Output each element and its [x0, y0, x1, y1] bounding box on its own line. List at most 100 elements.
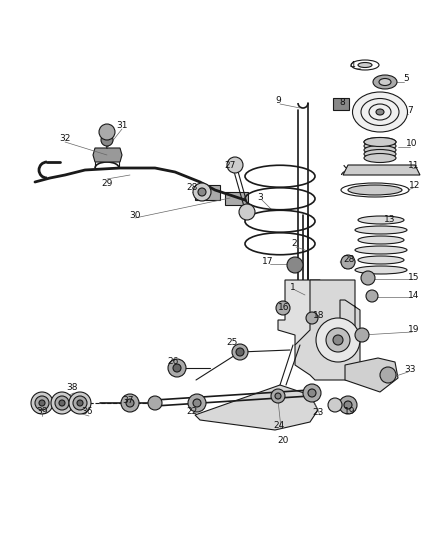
Circle shape [226, 157, 243, 173]
Circle shape [379, 367, 395, 383]
Circle shape [327, 398, 341, 412]
Circle shape [365, 290, 377, 302]
Text: 39: 39 [36, 408, 48, 416]
Text: 9: 9 [275, 95, 280, 104]
Text: 25: 25 [226, 338, 237, 348]
Text: 12: 12 [408, 182, 420, 190]
Text: 23: 23 [311, 408, 323, 417]
Text: 26: 26 [167, 358, 178, 367]
Text: 20: 20 [277, 437, 288, 446]
Text: 19: 19 [343, 408, 355, 416]
Ellipse shape [363, 138, 395, 147]
Text: 33: 33 [403, 366, 415, 375]
Ellipse shape [77, 400, 83, 406]
Text: 1: 1 [290, 284, 295, 293]
Circle shape [101, 134, 113, 146]
Circle shape [340, 255, 354, 269]
Text: 15: 15 [407, 272, 419, 281]
Circle shape [193, 399, 201, 407]
Text: 27: 27 [224, 160, 235, 169]
Circle shape [332, 335, 342, 345]
Ellipse shape [357, 236, 403, 244]
Text: 38: 38 [66, 384, 78, 392]
Ellipse shape [354, 246, 406, 254]
Text: 37: 37 [122, 397, 134, 406]
Text: 4: 4 [348, 61, 354, 69]
Text: 14: 14 [407, 290, 419, 300]
Circle shape [126, 399, 134, 407]
Ellipse shape [352, 92, 406, 132]
Polygon shape [225, 192, 247, 205]
Ellipse shape [363, 141, 395, 150]
Text: 2: 2 [290, 238, 296, 247]
Ellipse shape [357, 216, 403, 224]
Ellipse shape [69, 392, 91, 414]
Ellipse shape [363, 138, 395, 147]
Text: 7: 7 [406, 106, 412, 115]
Ellipse shape [357, 62, 371, 68]
Polygon shape [194, 185, 219, 200]
Ellipse shape [39, 400, 45, 406]
Text: 31: 31 [116, 120, 127, 130]
Text: 17: 17 [261, 257, 273, 266]
Text: 11: 11 [407, 160, 419, 169]
Circle shape [343, 401, 351, 409]
Text: 13: 13 [383, 215, 395, 224]
Circle shape [276, 301, 290, 315]
Ellipse shape [55, 396, 69, 410]
Text: 32: 32 [59, 133, 71, 142]
Polygon shape [294, 280, 359, 380]
Circle shape [315, 318, 359, 362]
Ellipse shape [372, 75, 396, 89]
Circle shape [274, 393, 280, 399]
Text: 19: 19 [407, 326, 419, 335]
Circle shape [270, 389, 284, 403]
Ellipse shape [73, 396, 87, 410]
Text: 22: 22 [186, 408, 197, 416]
Circle shape [168, 359, 186, 377]
Text: 28: 28 [186, 183, 197, 192]
Polygon shape [342, 165, 419, 175]
FancyBboxPatch shape [332, 98, 348, 110]
Text: 36: 36 [81, 408, 92, 416]
Circle shape [325, 328, 349, 352]
Circle shape [338, 396, 356, 414]
Polygon shape [344, 358, 397, 392]
Text: 10: 10 [405, 139, 417, 148]
Circle shape [99, 124, 115, 140]
Text: 24: 24 [273, 422, 284, 431]
Polygon shape [93, 148, 122, 162]
Text: 3: 3 [257, 192, 262, 201]
Circle shape [148, 396, 162, 410]
Ellipse shape [363, 146, 395, 155]
Text: 5: 5 [402, 74, 408, 83]
Text: 16: 16 [278, 303, 289, 312]
Ellipse shape [363, 154, 395, 163]
Polygon shape [194, 385, 317, 430]
Ellipse shape [354, 226, 406, 234]
Circle shape [173, 364, 180, 372]
Circle shape [187, 394, 205, 412]
Ellipse shape [31, 392, 53, 414]
Circle shape [231, 344, 247, 360]
Ellipse shape [378, 78, 390, 85]
Ellipse shape [35, 396, 49, 410]
Ellipse shape [51, 392, 73, 414]
Circle shape [307, 389, 315, 397]
Text: 29: 29 [101, 179, 113, 188]
Circle shape [354, 328, 368, 342]
Ellipse shape [347, 185, 401, 195]
Circle shape [302, 384, 320, 402]
Polygon shape [277, 280, 319, 345]
Ellipse shape [357, 256, 403, 264]
Circle shape [360, 271, 374, 285]
Circle shape [305, 312, 317, 324]
Ellipse shape [59, 400, 65, 406]
Text: 8: 8 [338, 98, 344, 107]
Circle shape [193, 183, 211, 201]
Circle shape [121, 394, 139, 412]
Text: 28: 28 [343, 255, 354, 264]
Circle shape [238, 204, 254, 220]
Ellipse shape [354, 266, 406, 274]
Text: 30: 30 [129, 211, 141, 220]
